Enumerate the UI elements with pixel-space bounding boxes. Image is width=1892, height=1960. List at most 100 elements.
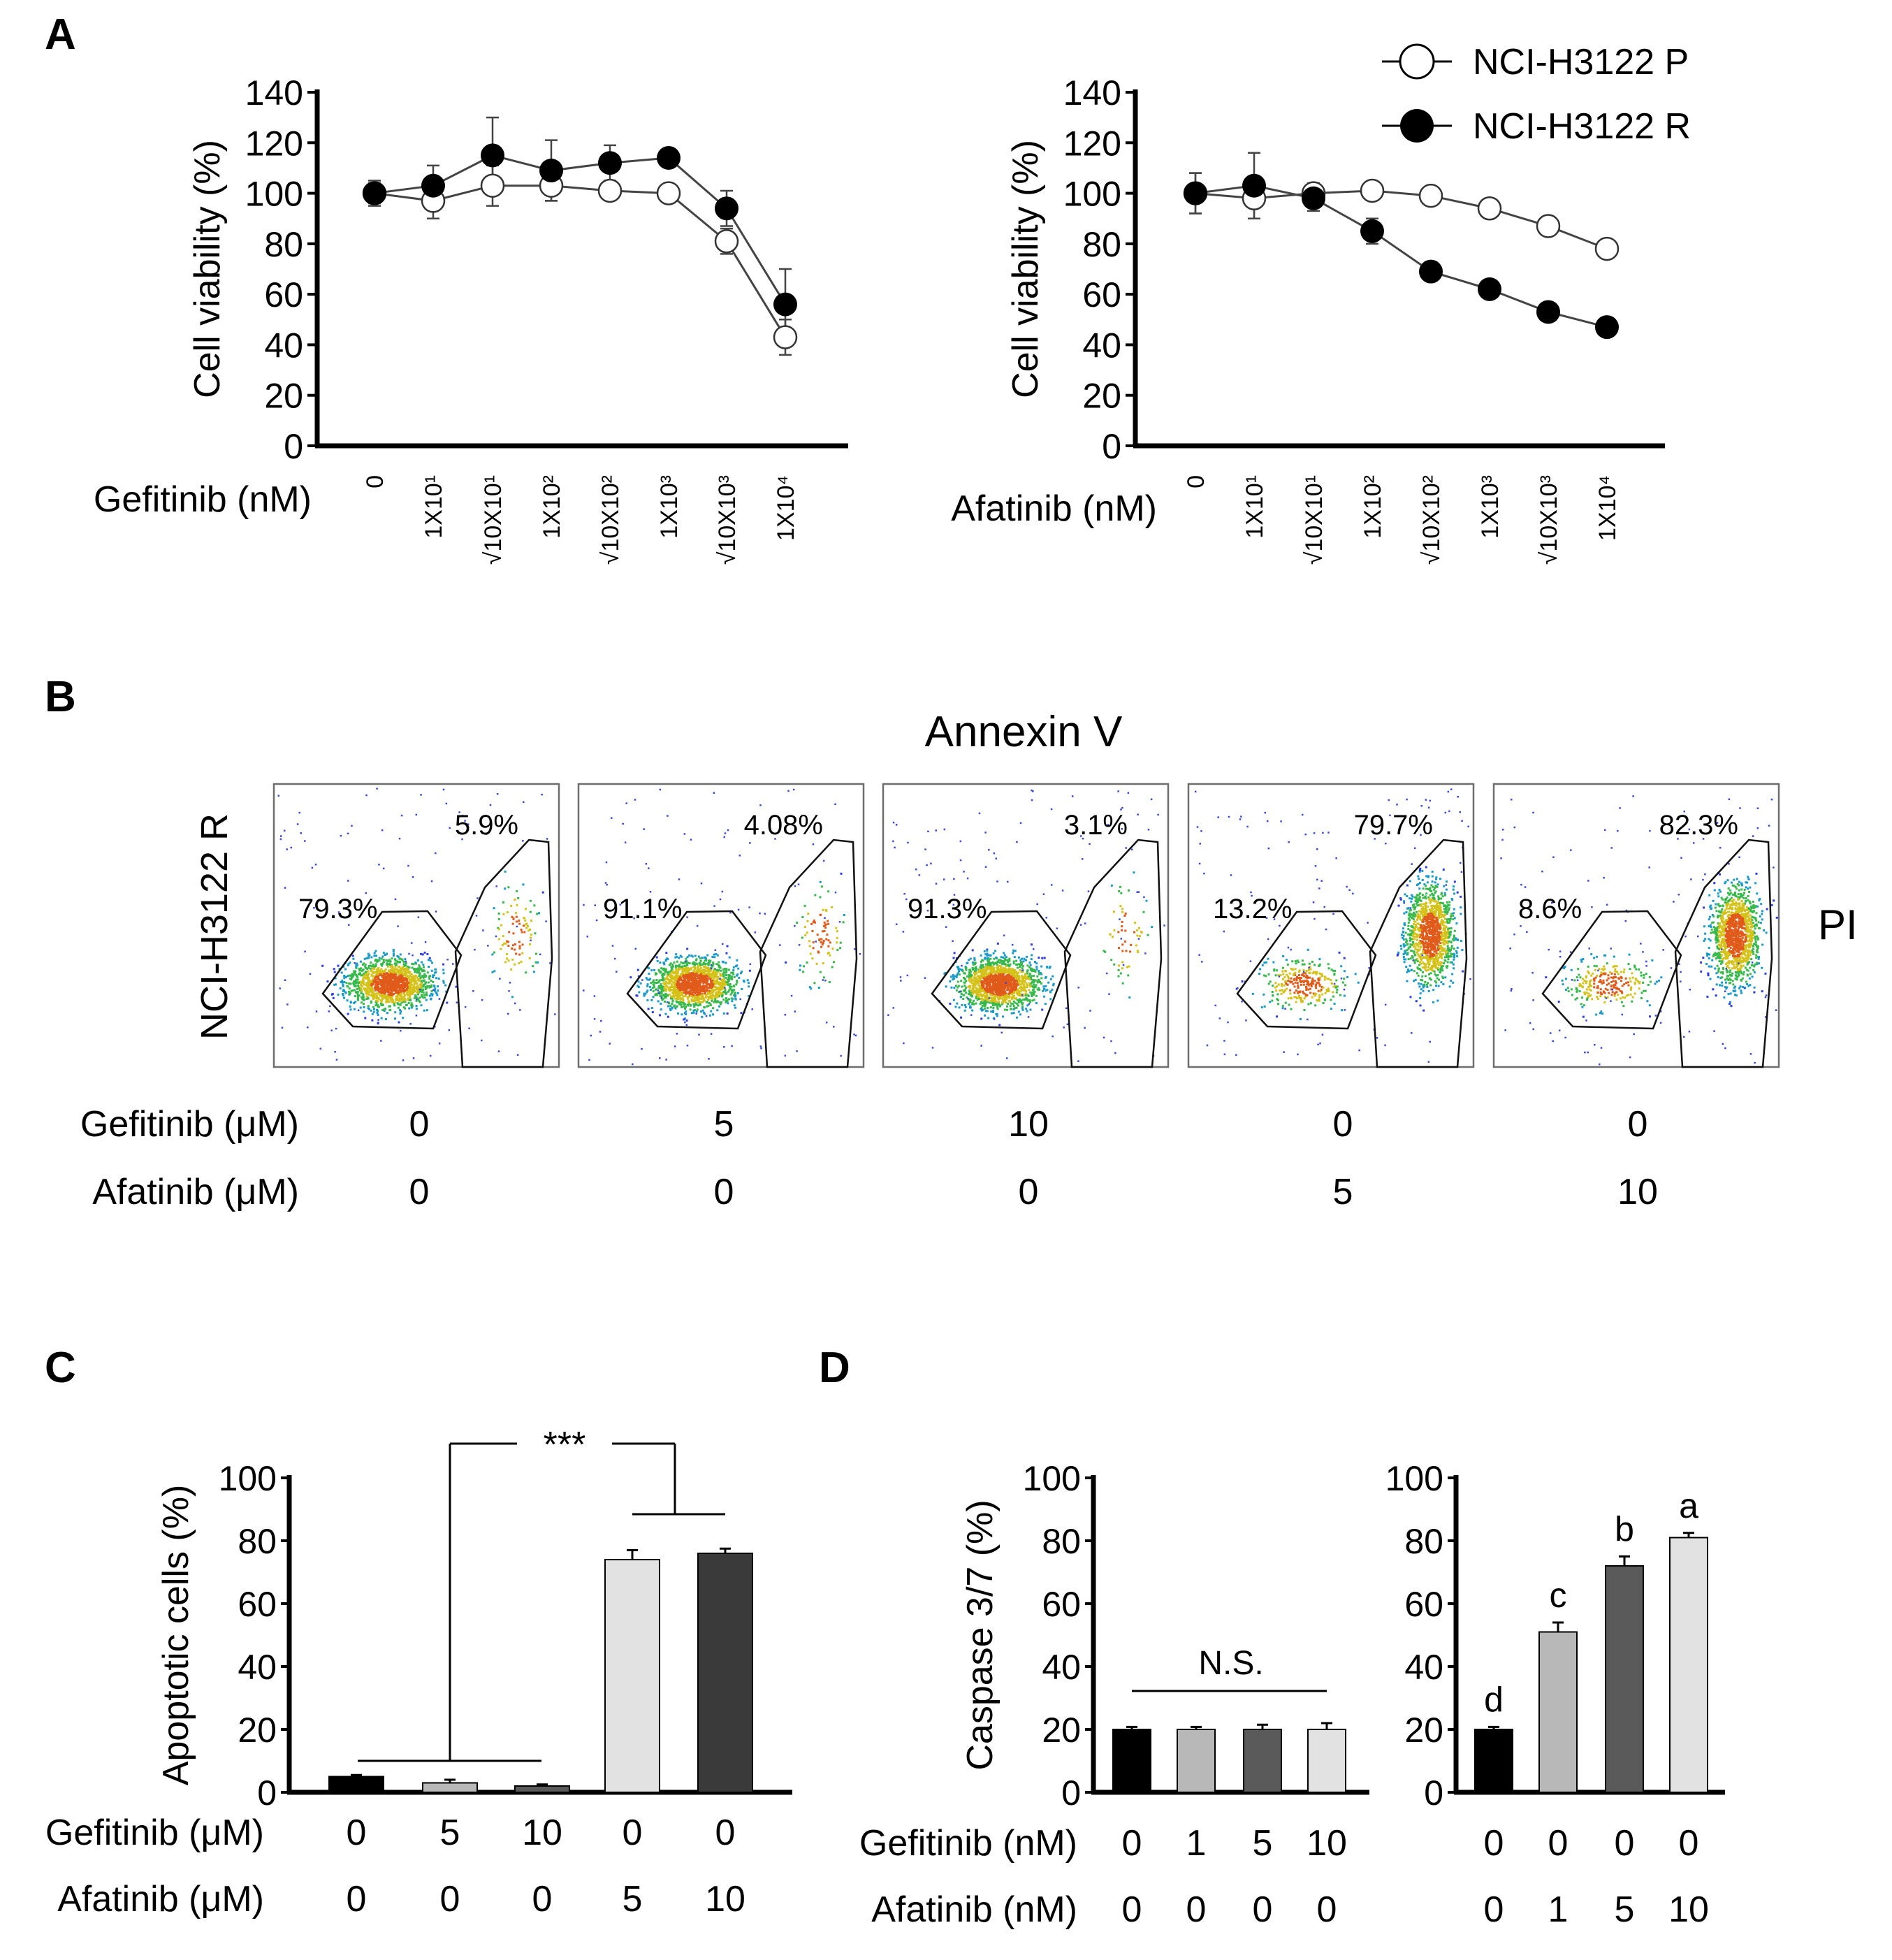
facs-dot xyxy=(355,966,358,968)
facs-dot xyxy=(362,999,365,1001)
facs-dot xyxy=(335,1027,337,1030)
facs-dot xyxy=(683,968,686,971)
facs-dot xyxy=(409,989,412,992)
facs-dot xyxy=(507,945,510,948)
facs-dot xyxy=(1003,987,1006,989)
facs-dot xyxy=(1000,989,1003,992)
facs-dot xyxy=(968,959,970,961)
facs-dot xyxy=(335,983,337,986)
facs-dot xyxy=(422,964,425,966)
facs-dot xyxy=(701,1015,704,1018)
facs-dot xyxy=(364,966,367,969)
facs-dot xyxy=(432,976,435,979)
facs-dot xyxy=(514,943,516,945)
facs-dot xyxy=(975,992,978,994)
facs-dot xyxy=(379,969,381,972)
facs-dot xyxy=(682,989,685,992)
facs-dot xyxy=(679,978,682,980)
facs-dot xyxy=(717,982,720,985)
facs-dot xyxy=(377,980,379,983)
data-point-parental xyxy=(656,181,681,205)
facs-dot xyxy=(399,1003,402,1006)
facs-dot xyxy=(963,976,966,979)
facs-dot xyxy=(964,1006,967,1008)
facs-dot xyxy=(671,1007,674,1010)
facs-dot xyxy=(710,994,713,997)
facs-dot xyxy=(406,985,409,988)
facs-dot xyxy=(816,934,819,936)
y-tick-label: 80 xyxy=(1082,225,1121,264)
facs-dot xyxy=(670,969,673,972)
facs-dot xyxy=(1016,1016,1019,1019)
data-point-parental xyxy=(597,178,623,203)
facs-dot xyxy=(353,989,356,992)
facs-dot xyxy=(381,962,384,965)
facs-dot xyxy=(359,980,362,983)
facs-dot xyxy=(683,984,685,987)
facs-dot xyxy=(715,963,718,966)
facs-dot xyxy=(734,997,737,1000)
facs-dot xyxy=(986,954,989,957)
facs-dot xyxy=(1051,975,1054,978)
facs-dot xyxy=(412,975,415,978)
facs-dot xyxy=(381,829,384,832)
facs-dot xyxy=(380,1017,383,1019)
facs-dot xyxy=(1121,925,1123,928)
facs-dot xyxy=(690,982,693,985)
facs-dot xyxy=(836,941,838,944)
facs-dot xyxy=(698,1033,700,1036)
data-point-parental xyxy=(1536,214,1561,238)
facs-dot xyxy=(675,973,678,975)
facs-dot xyxy=(727,984,730,987)
facs-dot xyxy=(414,980,417,983)
facs-dot xyxy=(410,942,413,944)
facs-dot xyxy=(1038,987,1040,989)
facs-dot xyxy=(347,880,349,882)
facs-dot xyxy=(475,915,478,917)
facs-dot xyxy=(967,985,970,988)
facs-dot xyxy=(973,982,975,985)
facs-dot xyxy=(1021,971,1024,973)
facs-dot xyxy=(497,928,500,931)
facs-dot xyxy=(416,984,419,987)
facs-dot xyxy=(338,967,341,970)
facs-dot xyxy=(433,985,436,988)
facs-dot xyxy=(688,976,691,979)
facs-dot xyxy=(981,1004,984,1007)
facs-dot xyxy=(366,973,369,975)
facs-dot xyxy=(377,990,380,993)
facs-dot xyxy=(721,980,724,982)
facs-dot xyxy=(405,1003,407,1006)
facs-dot xyxy=(986,973,989,976)
facs-dot xyxy=(1035,966,1038,968)
facs-dot xyxy=(949,980,952,983)
facs-dot xyxy=(398,1021,400,1024)
facs-dot xyxy=(1030,982,1033,985)
facs-dot xyxy=(721,960,724,963)
facs-dot xyxy=(1024,976,1027,979)
facs-dot xyxy=(710,1010,713,1012)
facs-dot xyxy=(989,1000,992,1003)
facs-dot xyxy=(363,1006,365,1008)
facs-dot xyxy=(402,996,405,999)
facs-dot xyxy=(522,924,525,927)
facs-dot xyxy=(725,968,728,971)
facs-dot xyxy=(1124,929,1127,932)
facs-dot xyxy=(734,994,737,997)
facs-dot xyxy=(375,999,378,1002)
facs-dot xyxy=(996,966,999,968)
facs-dot xyxy=(379,994,382,997)
facs-dot xyxy=(996,996,999,999)
facs-dot xyxy=(684,995,687,998)
facs-dot xyxy=(361,969,363,972)
facs-dot xyxy=(722,987,725,989)
facs-dot xyxy=(619,903,622,906)
facs-dot xyxy=(396,981,399,984)
facs-dot xyxy=(1015,959,1018,962)
facs-dot xyxy=(807,913,810,915)
facs-dot xyxy=(349,1005,351,1008)
facs-dot xyxy=(678,976,681,979)
facs-dot xyxy=(428,994,431,997)
facs-dot xyxy=(984,966,987,969)
facs-dot xyxy=(968,978,970,981)
